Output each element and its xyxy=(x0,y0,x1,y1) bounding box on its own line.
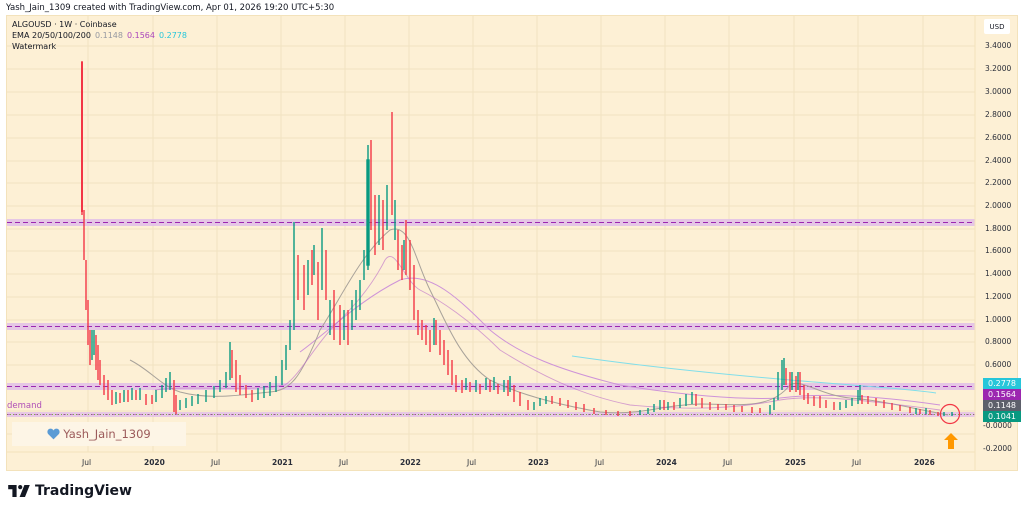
time-tick: Jul xyxy=(852,458,862,467)
time-tick: 2025 xyxy=(785,458,806,467)
ema-legend-row[interactable]: EMA 20/50/100/200 0.1148 0.1564 0.2778 xyxy=(12,30,187,41)
price-tick: 1.4000 xyxy=(985,269,1012,278)
zone-0-89 xyxy=(7,323,975,330)
tradingview-footer[interactable]: TradingView xyxy=(8,483,132,499)
time-tick: Jul xyxy=(82,458,92,467)
zone-1-82 xyxy=(7,219,975,226)
watermark-text: Yash_Jain_1309 xyxy=(63,427,151,441)
price-tick: 0.8000 xyxy=(985,337,1012,346)
last-price-badge: 0.1041 xyxy=(983,411,1021,422)
price-tick: -0.2000 xyxy=(983,444,1012,453)
price-tick: -0.0000 xyxy=(983,421,1012,430)
price-tick: 1.8000 xyxy=(985,224,1012,233)
highlight-circle xyxy=(939,403,961,425)
price-tick: 3.4000 xyxy=(985,41,1012,50)
price-tick: 1.0000 xyxy=(985,315,1012,324)
symbol-line[interactable]: ALGOUSD · 1W · Coinbase xyxy=(12,20,117,29)
time-tick: 2021 xyxy=(272,458,293,467)
demand-zone xyxy=(7,412,975,417)
time-tick: Jul xyxy=(211,458,221,467)
price-tick: 2.2000 xyxy=(985,178,1012,187)
heart-icon xyxy=(47,428,60,440)
ema-value-3: 0.2778 xyxy=(158,31,187,40)
time-tick: 2024 xyxy=(656,458,677,467)
tradingview-logo-icon xyxy=(8,485,30,497)
price-tick: 3.0000 xyxy=(985,87,1012,96)
time-tick: Jul xyxy=(339,458,349,467)
watermark[interactable]: Yash_Jain_1309 xyxy=(12,422,186,446)
price-tick: 1.2000 xyxy=(985,292,1012,301)
ema100-price-badge: 0.1564 xyxy=(983,389,1021,400)
candles xyxy=(81,61,953,416)
price-tick: 2.4000 xyxy=(985,156,1012,165)
tradingview-brand: TradingView xyxy=(35,483,132,499)
ema-value-1: 0.1148 xyxy=(94,31,123,40)
price-tick: 2.8000 xyxy=(985,110,1012,119)
demand-zone-label[interactable]: demand xyxy=(7,401,42,411)
currency-button[interactable]: USD xyxy=(984,19,1010,34)
attribution-text: Yash_Jain_1309 created with TradingView.… xyxy=(6,3,335,13)
ema-value-2: 0.1564 xyxy=(126,31,155,40)
time-tick: Jul xyxy=(723,458,733,467)
price-tick: 0.6000 xyxy=(985,360,1012,369)
price-tick: 1.6000 xyxy=(985,246,1012,255)
price-tick: 2.6000 xyxy=(985,133,1012,142)
ema200-price-badge: 0.2778 xyxy=(983,378,1021,389)
zone-0-30 xyxy=(7,383,975,390)
ema-label: EMA 20/50/100/200 xyxy=(12,31,91,40)
time-tick: 2020 xyxy=(144,458,165,467)
ema20-price-badge: 0.1148 xyxy=(983,400,1021,411)
time-tick: Jul xyxy=(467,458,477,467)
time-tick: 2022 xyxy=(400,458,421,467)
time-tick: Jul xyxy=(595,458,605,467)
chart-legend: ALGOUSD · 1W · Coinbase EMA 20/50/100/20… xyxy=(12,19,187,52)
ema-50-line xyxy=(154,256,941,411)
price-tick: 3.2000 xyxy=(985,64,1012,73)
time-tick: 2026 xyxy=(914,458,935,467)
time-tick: 2023 xyxy=(528,458,549,467)
watermark-legend[interactable]: Watermark xyxy=(12,42,57,51)
up-arrow-icon xyxy=(944,433,958,449)
price-tick: 2.0000 xyxy=(985,201,1012,210)
ema-100-line xyxy=(299,277,941,406)
